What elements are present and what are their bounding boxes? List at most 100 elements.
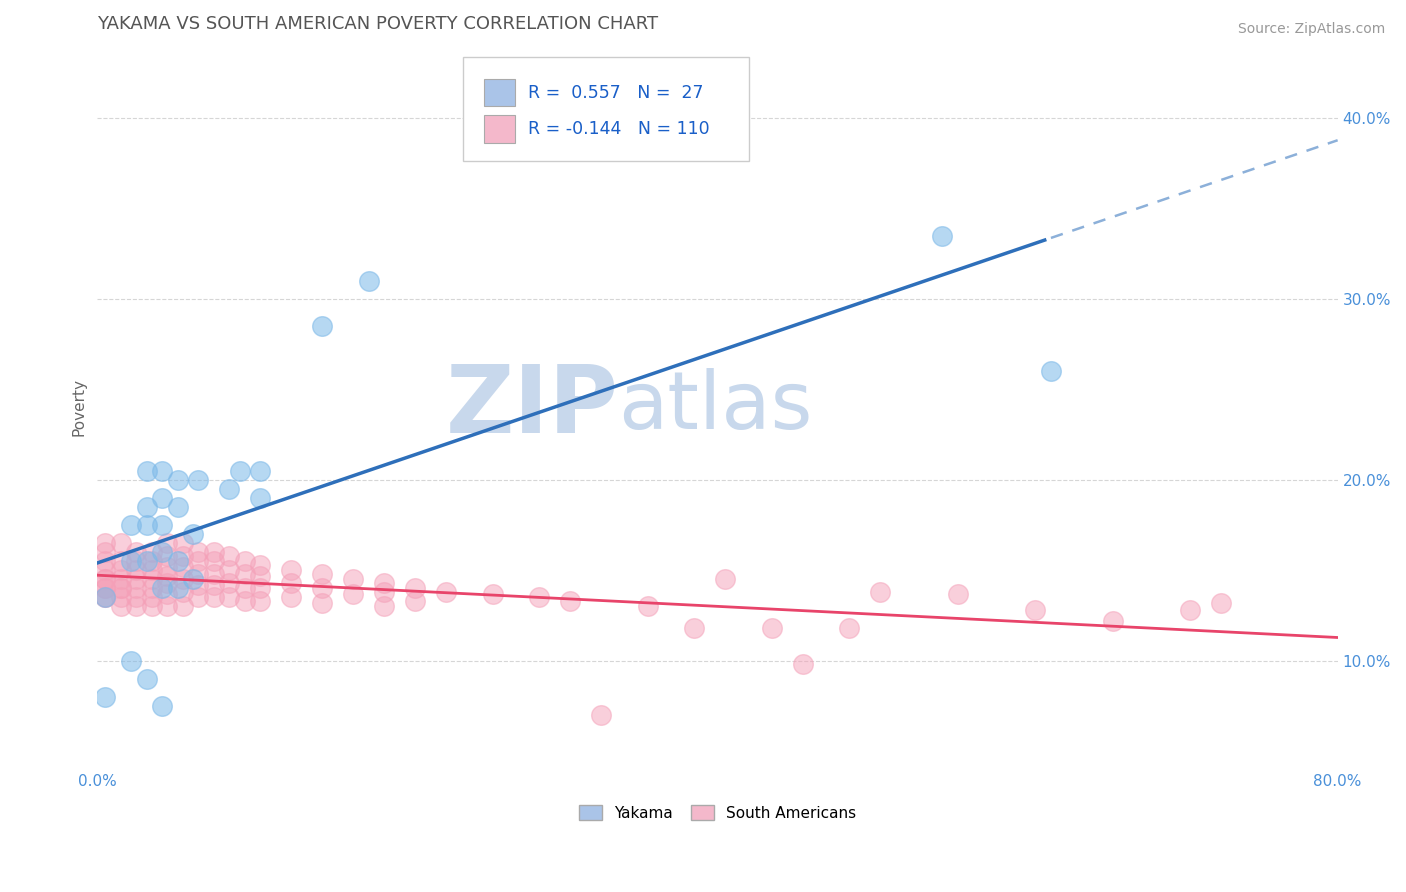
Point [249, 491, 271, 505]
Text: ZIP: ZIP [446, 361, 619, 453]
Point [94, 582, 117, 596]
Point [125, 591, 148, 605]
Point [1039, 364, 1062, 378]
Point [110, 554, 132, 568]
Point [94, 591, 117, 605]
Point [187, 578, 209, 592]
Point [229, 464, 252, 478]
Point [152, 491, 174, 505]
Point [136, 672, 159, 686]
Point [94, 563, 117, 577]
Point [125, 545, 148, 559]
Point [311, 582, 333, 596]
Point [94, 545, 117, 559]
Point [125, 572, 148, 586]
Point [94, 572, 117, 586]
Point [202, 545, 225, 559]
Point [136, 464, 159, 478]
Point [152, 582, 174, 596]
Point [120, 518, 142, 533]
Point [167, 582, 190, 596]
Point [714, 572, 737, 586]
Point [187, 591, 209, 605]
Point [167, 500, 190, 514]
Point [136, 518, 159, 533]
Legend: Yakama, South Americans: Yakama, South Americans [572, 798, 862, 827]
Point [342, 587, 364, 601]
Point [249, 464, 271, 478]
Point [110, 591, 132, 605]
Point [637, 599, 659, 614]
Point [183, 527, 205, 541]
Point [136, 554, 159, 568]
Point [94, 554, 117, 568]
Point [1180, 603, 1202, 617]
Point [311, 596, 333, 610]
Point [931, 228, 953, 243]
Point [1211, 596, 1233, 610]
Point [342, 572, 364, 586]
Point [141, 554, 163, 568]
Point [838, 621, 860, 635]
Point [110, 582, 132, 596]
Point [249, 568, 271, 582]
Point [152, 698, 174, 713]
Point [792, 657, 814, 672]
Point [172, 572, 194, 586]
Point [141, 599, 163, 614]
Point [141, 563, 163, 577]
Point [202, 554, 225, 568]
Point [141, 582, 163, 596]
Point [202, 591, 225, 605]
Point [404, 582, 426, 596]
Point [141, 545, 163, 559]
FancyBboxPatch shape [463, 56, 748, 161]
Point [110, 582, 132, 596]
Point [187, 554, 209, 568]
Point [249, 594, 271, 608]
Point [152, 545, 174, 559]
Point [172, 549, 194, 563]
Point [120, 654, 142, 668]
Point [172, 536, 194, 550]
Point [373, 576, 395, 591]
Point [94, 572, 117, 586]
Point [94, 536, 117, 550]
Point [141, 591, 163, 605]
Point [110, 536, 132, 550]
Point [187, 566, 209, 581]
Point [156, 587, 179, 601]
Point [125, 563, 148, 577]
Point [152, 464, 174, 478]
Point [249, 558, 271, 572]
Point [120, 554, 142, 568]
Point [202, 566, 225, 581]
Point [156, 559, 179, 574]
Point [156, 599, 179, 614]
Point [869, 585, 891, 599]
Text: atlas: atlas [619, 368, 813, 447]
Point [560, 594, 582, 608]
Point [172, 559, 194, 574]
Point [218, 591, 240, 605]
Point [404, 594, 426, 608]
Point [94, 591, 117, 605]
Point [1101, 614, 1123, 628]
Point [434, 585, 457, 599]
Point [94, 591, 117, 605]
Point [357, 274, 380, 288]
Point [481, 587, 503, 601]
FancyBboxPatch shape [484, 79, 516, 106]
Point [280, 563, 302, 577]
Point [172, 585, 194, 599]
Point [156, 549, 179, 563]
Text: Source: ZipAtlas.com: Source: ZipAtlas.com [1237, 22, 1385, 37]
Text: R =  0.557   N =  27: R = 0.557 N = 27 [527, 84, 703, 102]
Point [125, 582, 148, 596]
Point [311, 566, 333, 581]
Point [683, 621, 706, 635]
Point [125, 554, 148, 568]
Point [373, 585, 395, 599]
Point [761, 621, 783, 635]
Point [167, 473, 190, 487]
